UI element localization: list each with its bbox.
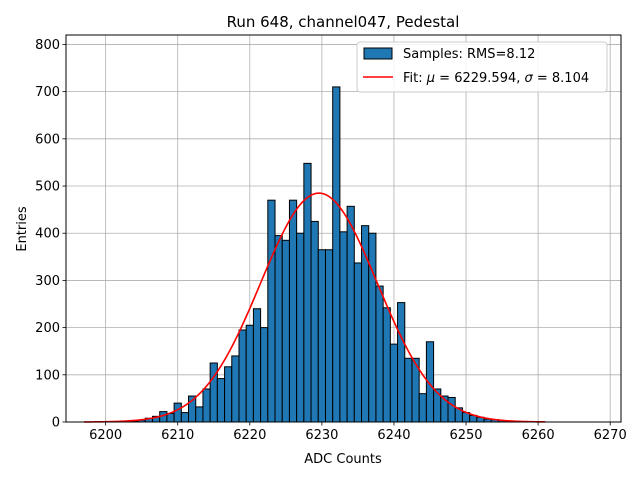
y-tick-label: 600 <box>35 132 60 147</box>
x-tick-label: 6220 <box>233 428 266 443</box>
plot-frame <box>65 34 622 423</box>
x-tick-label: 6250 <box>449 428 482 443</box>
histogram-bar <box>224 366 233 423</box>
legend-samples-label: Samples: RMS=8.12 <box>403 47 535 62</box>
histogram-bar <box>274 235 283 423</box>
y-tick-label: 800 <box>35 38 60 53</box>
histogram-bar <box>245 324 254 423</box>
x-tick-label: 6240 <box>377 428 410 443</box>
legend-samples-swatch <box>363 47 393 60</box>
histogram-bar <box>238 329 247 423</box>
histogram-bar <box>447 396 456 423</box>
histogram-bar <box>317 249 326 423</box>
legend-box <box>356 41 608 93</box>
histogram-bar <box>281 239 290 423</box>
histogram-bar <box>296 232 305 423</box>
histogram-bar <box>375 285 384 423</box>
x-tick-label: 6200 <box>89 428 122 443</box>
x-axis-label: ADC Counts <box>304 452 382 467</box>
histogram-bar <box>216 378 226 423</box>
histogram-bar <box>324 249 334 423</box>
legend-fit-label: Fit: μ = 6229.594, σ = 8.104 <box>403 71 589 86</box>
chart-title: Run 648, channel047, Pedestal <box>227 13 460 31</box>
histogram-bars <box>130 86 514 423</box>
histogram-bar <box>339 231 348 423</box>
y-tick-label: 500 <box>35 180 60 195</box>
histogram-bar <box>353 262 363 423</box>
histogram-bar <box>195 406 204 423</box>
histogram-bar <box>346 205 355 423</box>
x-tick-label: 6210 <box>161 428 194 443</box>
y-tick-label: 200 <box>35 321 60 336</box>
y-tick-label: 400 <box>35 227 60 242</box>
histogram-bar <box>303 162 312 423</box>
histogram-bar <box>180 412 190 423</box>
histogram-bar <box>397 302 406 423</box>
histogram-bar <box>404 357 413 423</box>
y-tick-label: 100 <box>35 368 60 383</box>
histogram-bar <box>166 413 175 423</box>
histogram-bar <box>252 308 262 423</box>
x-tick-label: 6260 <box>522 428 555 443</box>
histogram-bar <box>173 402 182 423</box>
histogram-bar <box>288 199 298 423</box>
histogram-bar <box>332 86 341 423</box>
histogram-bar <box>368 232 377 423</box>
x-axis-ticks: 6200 6210 6220 6230 6240 6250 6260 6270 <box>89 422 627 443</box>
fit-curve-layer <box>84 192 546 423</box>
histogram-bar <box>267 199 276 423</box>
x-tick-label: 6270 <box>594 428 627 443</box>
y-tick-label: 300 <box>35 274 60 289</box>
y-axis-ticks: 0 100 200 300 400 500 600 700 800 <box>35 38 66 431</box>
legend: Samples: RMS=8.12 Fit: μ = 6229.594, σ =… <box>356 41 608 93</box>
gaussian-fit-curve <box>84 192 546 423</box>
histogram-bar <box>382 307 391 423</box>
histogram-bar <box>418 393 427 423</box>
x-tick-label: 6230 <box>305 428 338 443</box>
histogram-bar <box>231 355 240 423</box>
histogram-bar <box>310 220 319 423</box>
y-tick-label: 700 <box>35 85 60 100</box>
histogram-bar <box>260 327 269 423</box>
histogram-bar <box>389 343 399 423</box>
y-axis-label: Entries <box>15 206 30 252</box>
y-tick-label: 0 <box>52 416 60 431</box>
histogram-bar <box>202 388 211 423</box>
